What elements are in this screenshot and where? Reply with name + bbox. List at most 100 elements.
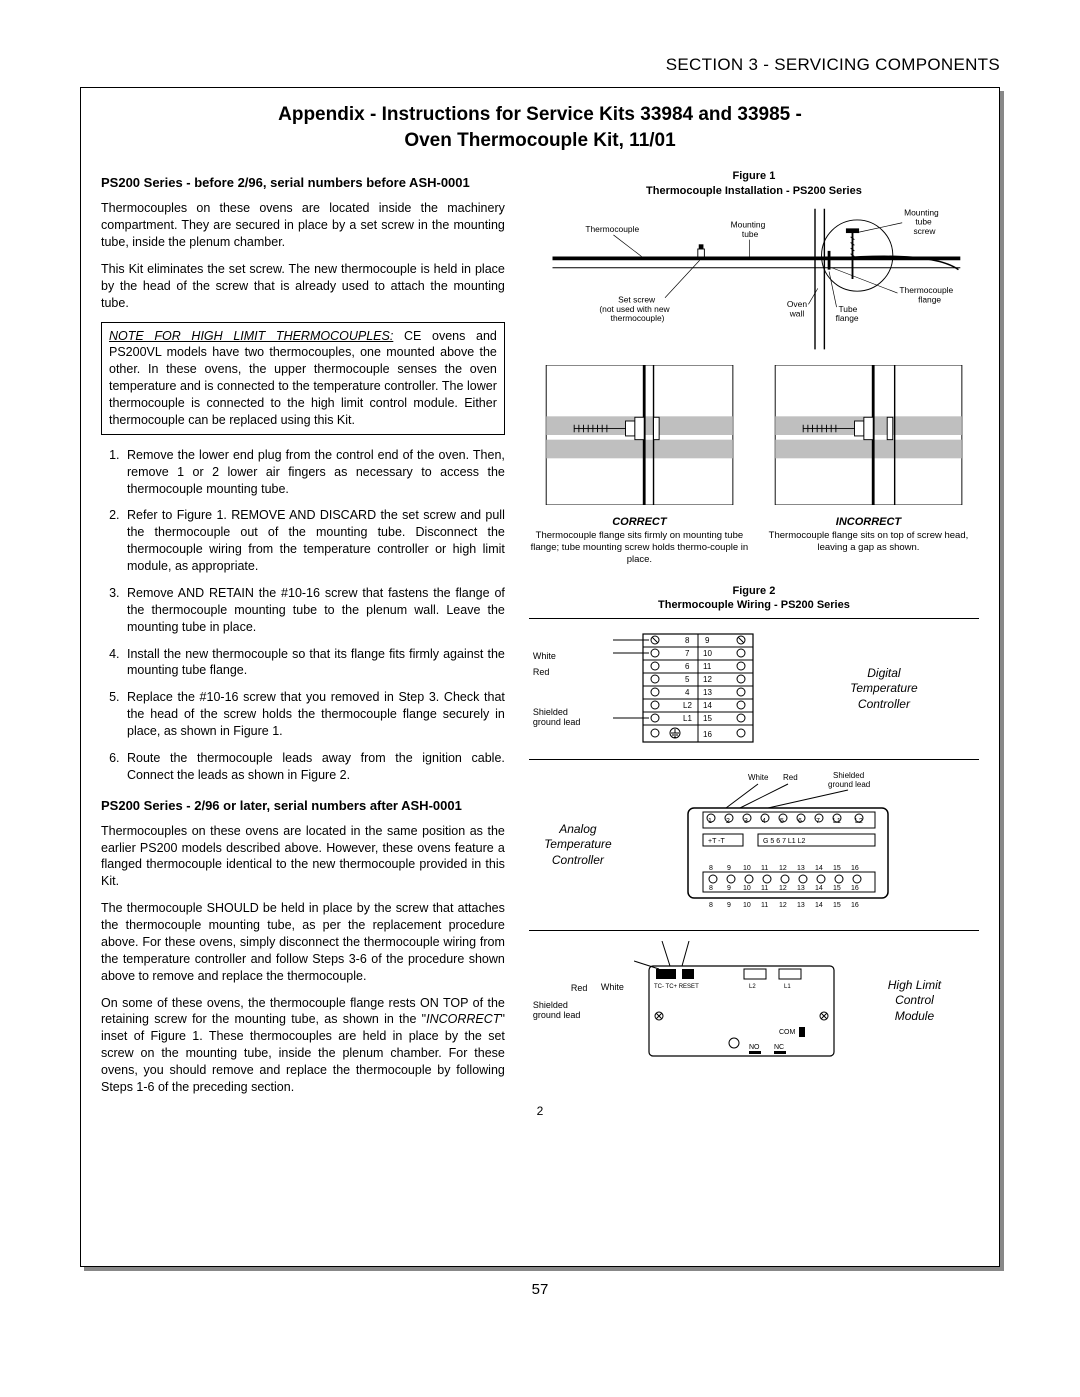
wire-red-label: Red [533, 667, 603, 677]
svg-text:10: 10 [743, 885, 751, 892]
step-item: Remove the lower end plug from the contr… [123, 447, 505, 498]
svg-text:COM: COM [779, 1029, 796, 1036]
right-column: Figure 1 Thermocouple Installation - PS2… [529, 169, 979, 1106]
incorrect-title: INCORRECT [758, 516, 979, 528]
step-item: Remove AND RETAIN the #10-16 screw that … [123, 585, 505, 636]
para-4: The thermocouple SHOULD be held in place… [101, 900, 505, 984]
fig1-cap-2: Thermocouple Installation - PS200 Series [646, 185, 862, 197]
figure-1-compare-row [529, 365, 979, 510]
svg-text:12: 12 [703, 675, 712, 684]
svg-text:14: 14 [703, 701, 712, 710]
svg-text:16: 16 [851, 902, 859, 909]
step-item: Replace the #10-16 screw that you remove… [123, 689, 505, 740]
svg-text:ground lead: ground lead [828, 780, 870, 789]
svg-text:8: 8 [709, 902, 713, 909]
analog-label: Analog Temperature Controller [533, 822, 623, 869]
hlm-shielded: Shielded ground lead [533, 1000, 624, 1020]
svg-text:4: 4 [685, 688, 690, 697]
step-item: Refer to Figure 1. REMOVE AND DISCARD th… [123, 507, 505, 575]
svg-text:12: 12 [779, 885, 787, 892]
page: SECTION 3 - SERVICING COMPONENTS Appendi… [0, 0, 1080, 1318]
digital-terminal-svg: 89 710 611 512 413 L214 L115 16 [613, 629, 783, 749]
svg-text:TC- TC+ RESET: TC- TC+ RESET [654, 984, 699, 990]
step-list: Remove the lower end plug from the contr… [101, 447, 505, 784]
svg-text:L2: L2 [683, 701, 692, 710]
svg-text:15: 15 [833, 865, 841, 872]
note-box: NOTE FOR HIGH LIMIT THERMOCOUPLES: CE ov… [101, 322, 505, 435]
figure-1-main-svg: Thermocouple Mounting tube Mounting tube… [529, 204, 979, 354]
svg-text:6: 6 [685, 662, 690, 671]
hlm-row: Red White Shielded ground lead [529, 931, 979, 1071]
fig1-cap-1: Figure 1 [733, 170, 776, 182]
svg-text:16: 16 [703, 730, 712, 739]
incorrect-text: Thermocouple flange sits on top of screw… [758, 530, 979, 554]
hlm-white: White [601, 982, 624, 992]
subhead-1: PS200 Series - before 2/96, serial numbe… [101, 175, 505, 190]
shielded-label: Shielded ground lead [533, 707, 603, 727]
correct-caption: CORRECT Thermocouple flange sits firmly … [529, 516, 750, 566]
subhead-2: PS200 Series - 2/96 or later, serial num… [101, 798, 505, 813]
digital-label: Digital Temperature Controller [793, 666, 975, 713]
svg-text:White: White [748, 773, 769, 782]
title-line-1: Appendix - Instructions for Service Kits… [278, 104, 802, 125]
correct-panel [529, 365, 750, 510]
svg-text:L1: L1 [784, 984, 791, 990]
incorrect-caption: INCORRECT Thermocouple flange sits on to… [758, 516, 979, 566]
incorrect-svg [758, 365, 979, 505]
para-5-em: INCORRECT [426, 1012, 500, 1026]
svg-text:Thermocouple: Thermocouple [585, 224, 639, 234]
figure-1-caption-row: CORRECT Thermocouple flange sits firmly … [529, 516, 979, 566]
main-title: Appendix - Instructions for Service Kits… [101, 102, 979, 153]
svg-text:11: 11 [761, 885, 768, 892]
incorrect-panel [758, 365, 979, 510]
svg-text:10: 10 [703, 649, 712, 658]
svg-text:14: 14 [815, 885, 823, 892]
note-title: NOTE FOR HIGH LIMIT THERMOCOUPLES: [109, 329, 393, 343]
title-line-2: Oven Thermocouple Kit, 11/01 [404, 130, 675, 151]
svg-text:L1: L1 [683, 714, 692, 723]
svg-text:15: 15 [833, 885, 841, 892]
svg-text:9: 9 [727, 885, 731, 892]
para-1: Thermocouples on these ovens are located… [101, 200, 505, 251]
svg-text:16: 16 [851, 885, 859, 892]
para-5: On some of these ovens, the thermocouple… [101, 995, 505, 1096]
hlm-label: High Limit Control Module [854, 978, 975, 1025]
section-header: SECTION 3 - SERVICING COMPONENTS [80, 55, 1000, 75]
figure-1: Figure 1 Thermocouple Installation - PS2… [529, 169, 979, 565]
svg-text:13: 13 [797, 902, 805, 909]
svg-text:5: 5 [685, 675, 690, 684]
svg-text:flange: flange [918, 294, 941, 304]
svg-text:11: 11 [761, 865, 768, 872]
svg-text:7: 7 [685, 649, 690, 658]
figure-2-caption: Figure 2 Thermocouple Wiring - PS200 Ser… [529, 584, 979, 613]
svg-text:screw: screw [913, 226, 936, 236]
svg-text:16: 16 [851, 865, 859, 872]
para-2: This Kit eliminates the set screw. The n… [101, 261, 505, 312]
step-item: Route the thermocouple leads away from t… [123, 750, 505, 784]
analog-terminal-svg: White Red Shielded ground lead [633, 770, 893, 920]
svg-text:10: 10 [743, 902, 751, 909]
svg-text:9: 9 [705, 636, 710, 645]
analog-row: Analog Temperature Controller White Red … [529, 760, 979, 931]
svg-text:Shielded: Shielded [833, 771, 864, 780]
svg-text:G 5 6 7 L1 L2: G 5 6 7 L1 L2 [763, 838, 806, 845]
correct-svg [529, 365, 750, 505]
svg-text:Red: Red [783, 773, 798, 782]
svg-text:9: 9 [727, 902, 731, 909]
svg-text:13: 13 [797, 865, 805, 872]
correct-title: CORRECT [529, 516, 750, 528]
hlm-svg: TC- TC+ RESET L2 L1 COM [634, 941, 844, 1061]
svg-text:11: 11 [703, 662, 712, 671]
svg-text:13: 13 [703, 688, 712, 697]
svg-text:12: 12 [779, 902, 787, 909]
fig2-cap-2: Thermocouple Wiring - PS200 Series [658, 599, 850, 611]
figure-1-caption: Figure 1 Thermocouple Installation - PS2… [529, 169, 979, 198]
content-frame: Appendix - Instructions for Service Kits… [80, 87, 1000, 1267]
svg-text:NC: NC [774, 1044, 784, 1051]
wire-white-label: White [533, 651, 603, 661]
svg-text:15: 15 [833, 902, 841, 909]
step-item: Install the new thermocouple so that its… [123, 646, 505, 680]
para-3: Thermocouples on these ovens are located… [101, 823, 505, 891]
two-column-layout: PS200 Series - before 2/96, serial numbe… [101, 169, 979, 1106]
fig2-cap-1: Figure 2 [733, 585, 776, 597]
